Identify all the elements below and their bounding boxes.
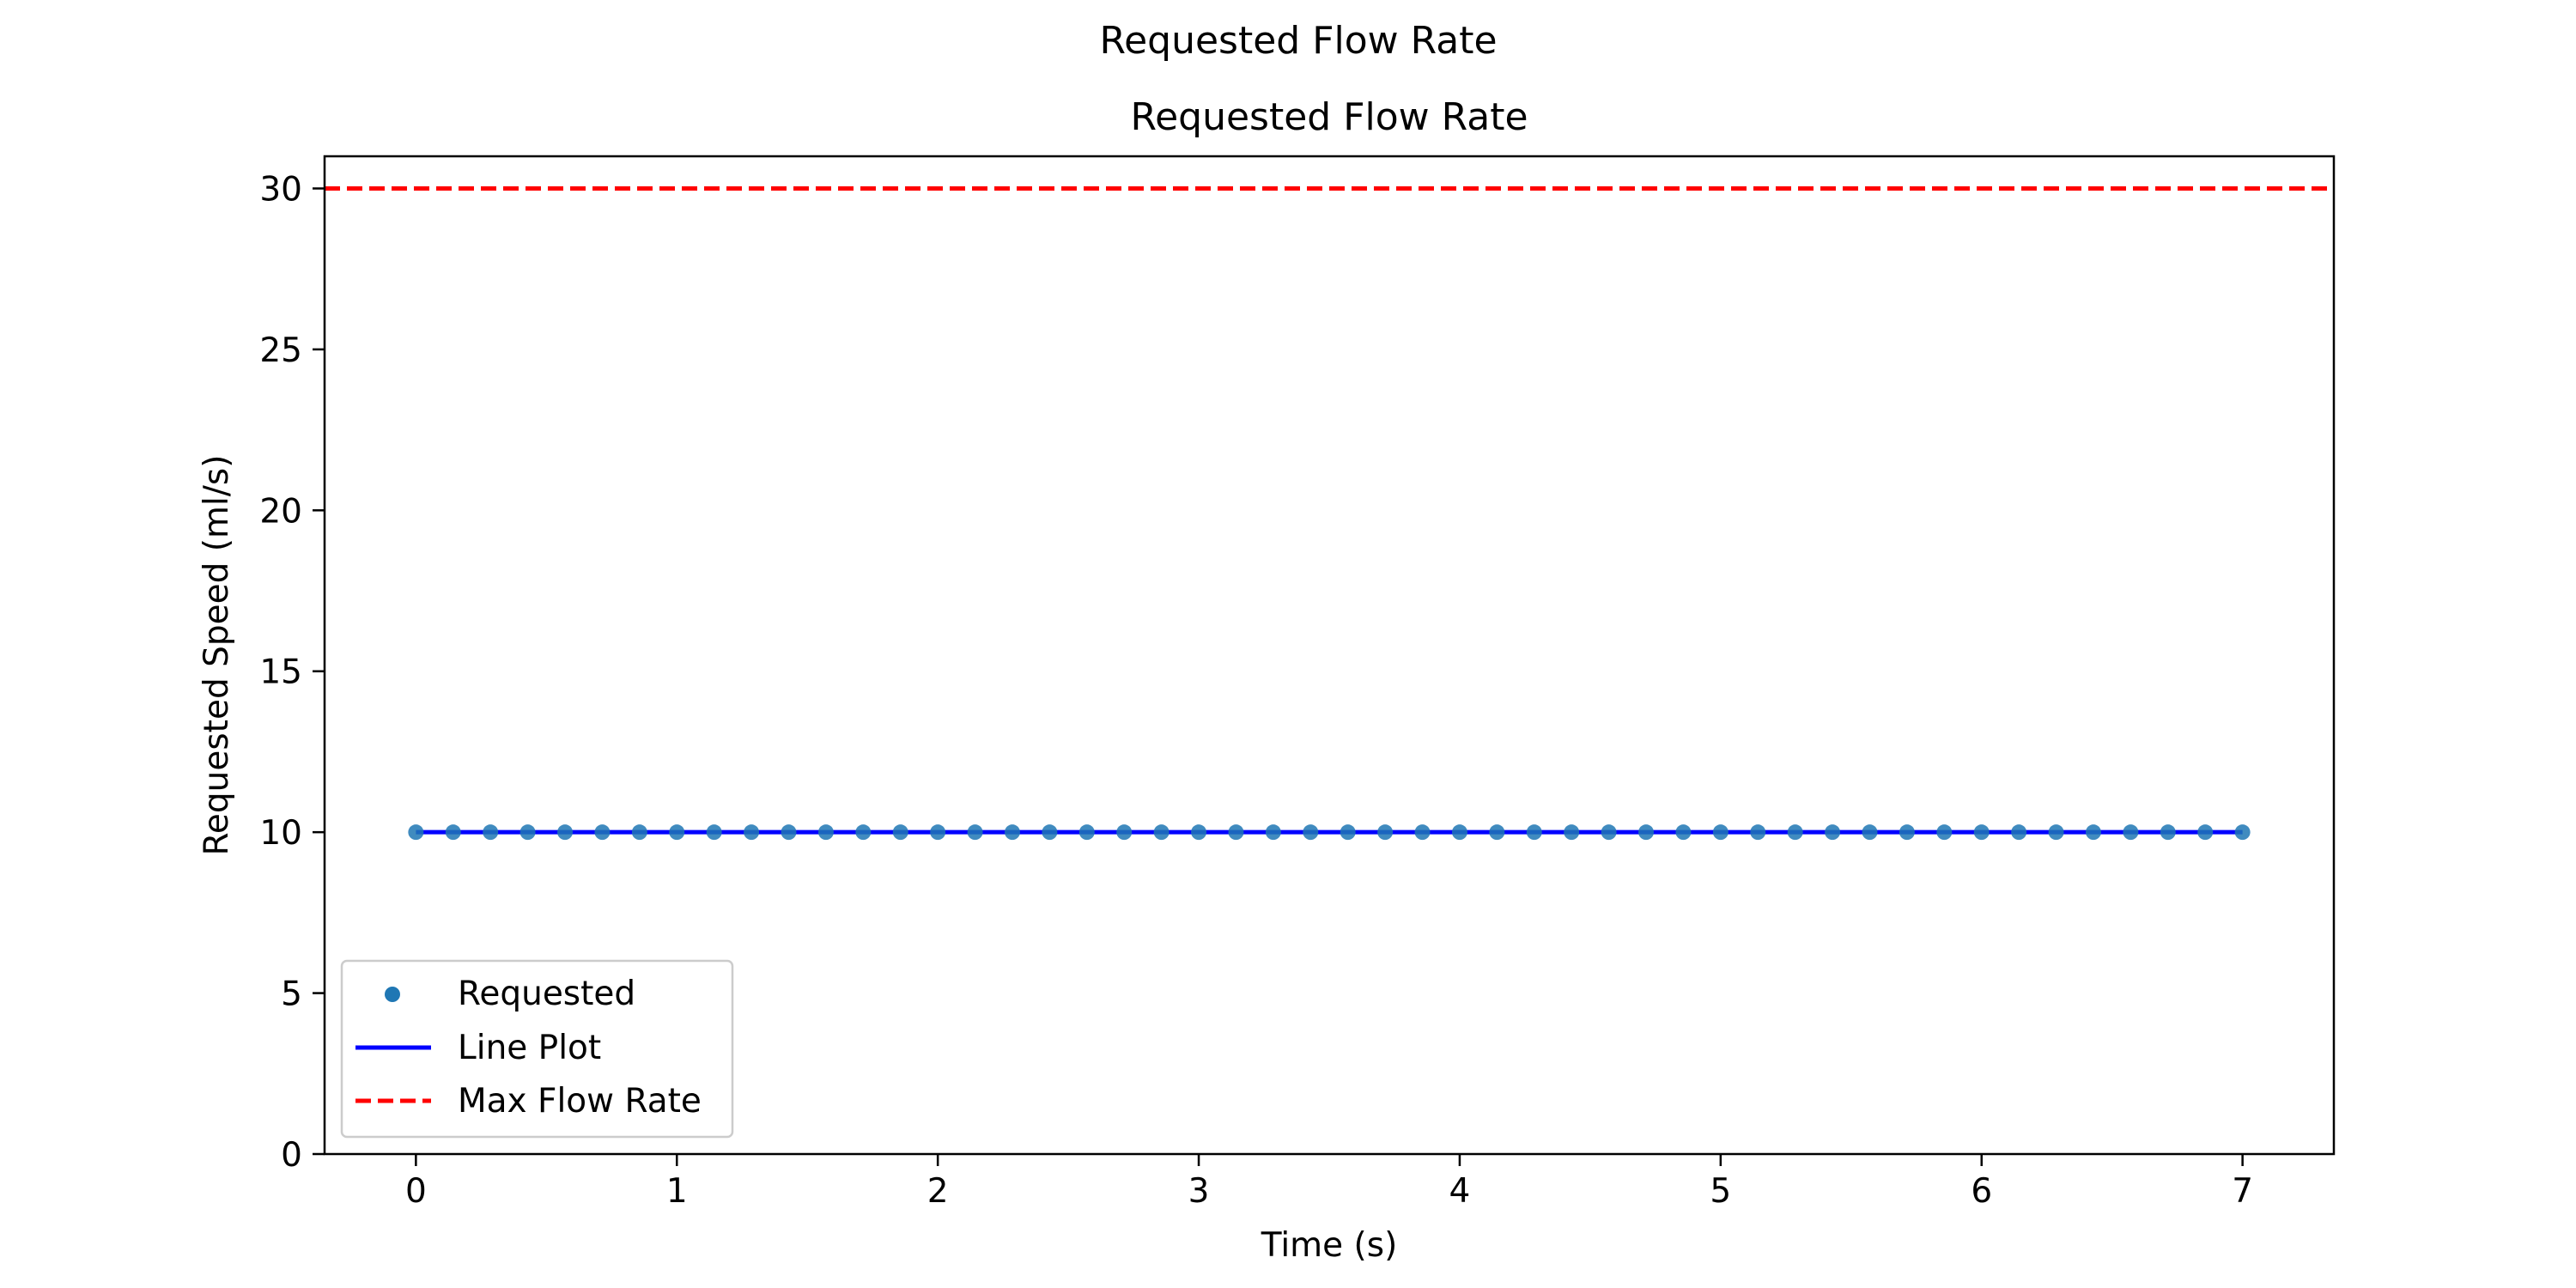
scatter-point [706,824,722,841]
chart-title: Requested Flow Rate [1130,95,1528,139]
x-tick-label: 3 [1188,1172,1210,1211]
y-tick-label: 20 [259,492,302,531]
scatter-point [2123,824,2139,841]
scatter-point [892,824,908,841]
x-tick-label: 5 [1710,1172,1731,1211]
scatter-point [2085,824,2101,841]
scatter-point [445,824,461,841]
scatter-point [2048,824,2064,841]
scatter-point [1078,824,1095,841]
scatter-point [744,824,760,841]
scatter-point [2234,824,2251,841]
y-tick-label: 15 [259,653,302,692]
scatter-point [1526,824,1542,841]
x-tick-label: 1 [666,1172,688,1211]
legend: Requested Line Plot Max Flow Rate [340,959,734,1139]
plot-frame [323,155,2336,1156]
scatter-point [519,824,536,841]
scatter-point [2160,824,2176,841]
scatter-point [1191,824,1207,841]
legend-label-requested: Requested [458,975,635,1013]
y-tick-label: 5 [281,975,302,1014]
legend-label-line-plot: Line Plot [458,1029,601,1067]
scatter-point [1116,824,1133,841]
scatter-point [967,824,983,841]
x-axis-ticks: 0 1 2 3 4 5 6 7 [405,1154,2253,1211]
scatter-point [1675,824,1692,841]
scatter-point [1638,824,1655,841]
scatter-point [2011,824,2027,841]
y-axis-ticks: 0 5 10 15 20 25 30 [259,170,325,1175]
scatter-point [1973,824,1990,841]
scatter-point [408,824,424,841]
figure-suptitle: Requested Flow Rate [1099,19,1497,63]
scatter-point [1564,824,1580,841]
x-tick-label: 0 [405,1172,427,1211]
y-tick-label: 30 [259,170,302,209]
x-tick-label: 4 [1449,1172,1471,1211]
scatter-point [1712,824,1728,841]
legend-marker-requested [385,987,400,1002]
plot-marks [325,185,2334,841]
scatter-point [594,824,611,841]
scatter-point [1265,824,1281,841]
scatter-point [1787,824,1803,841]
y-tick-label: 10 [259,814,302,853]
scatter-point [483,824,499,841]
x-tick-label: 6 [1971,1172,1992,1211]
scatter-point [1042,824,1058,841]
scatter-point [1153,824,1170,841]
scatter-point [1340,824,1356,841]
x-axis-label: Time (s) [1261,1226,1398,1265]
scatter-point [1414,824,1431,841]
scatter-point [669,824,685,841]
scatter-point [1489,824,1505,841]
scatter-point [1377,824,1394,841]
legend-label-max-flow-rate: Max Flow Rate [458,1082,702,1121]
scatter-point [781,824,797,841]
scatter-point [930,824,946,841]
scatter-point [1899,824,1915,841]
y-tick-label: 0 [281,1136,302,1175]
scatter-point [1004,824,1020,841]
x-tick-label: 2 [927,1172,949,1211]
scatter-point [1601,824,1617,841]
y-tick-label: 25 [259,331,302,370]
scatter-point [2197,824,2214,841]
scatter-point [1228,824,1244,841]
scatter-point [557,824,574,841]
scatter-point [1862,824,1878,841]
legend-box [340,959,734,1139]
scatter-point [1825,824,1841,841]
scatter-point [1303,824,1319,841]
x-tick-label: 7 [2232,1172,2253,1211]
scatter-point [817,824,834,841]
scatter-point [1750,824,1766,841]
scatter-point [631,824,647,841]
y-axis-label: Requested Speed (ml/s) [197,455,236,856]
scatter-point [855,824,872,841]
scatter-point [1936,824,1953,841]
scatter-point [1451,824,1467,841]
